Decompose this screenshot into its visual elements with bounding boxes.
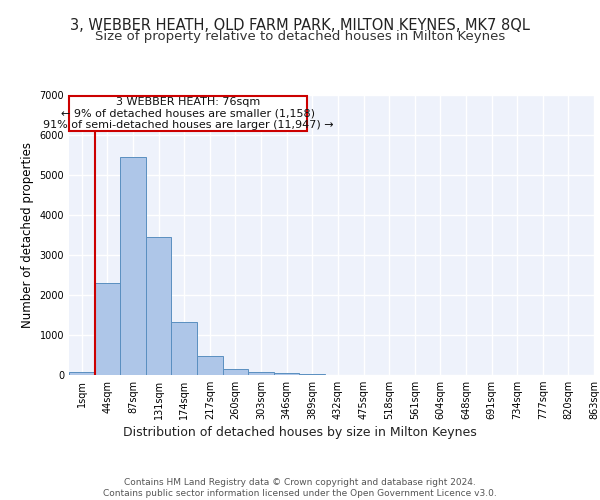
Bar (223, 369, 248, 375)
FancyBboxPatch shape (69, 96, 307, 131)
Bar (197, 356, 223, 375)
Bar (299, 374, 325, 375)
Bar (95, 283, 120, 375)
Bar (172, 322, 197, 375)
Text: Distribution of detached houses by size in Milton Keynes: Distribution of detached houses by size … (123, 426, 477, 439)
Bar (274, 373, 299, 375)
Y-axis label: Number of detached properties: Number of detached properties (21, 142, 34, 328)
Bar (146, 237, 172, 375)
Text: 3, WEBBER HEATH, OLD FARM PARK, MILTON KEYNES, MK7 8QL: 3, WEBBER HEATH, OLD FARM PARK, MILTON K… (70, 18, 530, 32)
Bar (69, 372, 95, 375)
Text: Contains HM Land Registry data © Crown copyright and database right 2024.
Contai: Contains HM Land Registry data © Crown c… (103, 478, 497, 498)
Text: Size of property relative to detached houses in Milton Keynes: Size of property relative to detached ho… (95, 30, 505, 43)
Bar (120, 157, 146, 375)
Text: 3 WEBBER HEATH: 76sqm
← 9% of detached houses are smaller (1,158)
91% of semi-de: 3 WEBBER HEATH: 76sqm ← 9% of detached h… (43, 97, 334, 130)
Bar (248, 372, 274, 375)
